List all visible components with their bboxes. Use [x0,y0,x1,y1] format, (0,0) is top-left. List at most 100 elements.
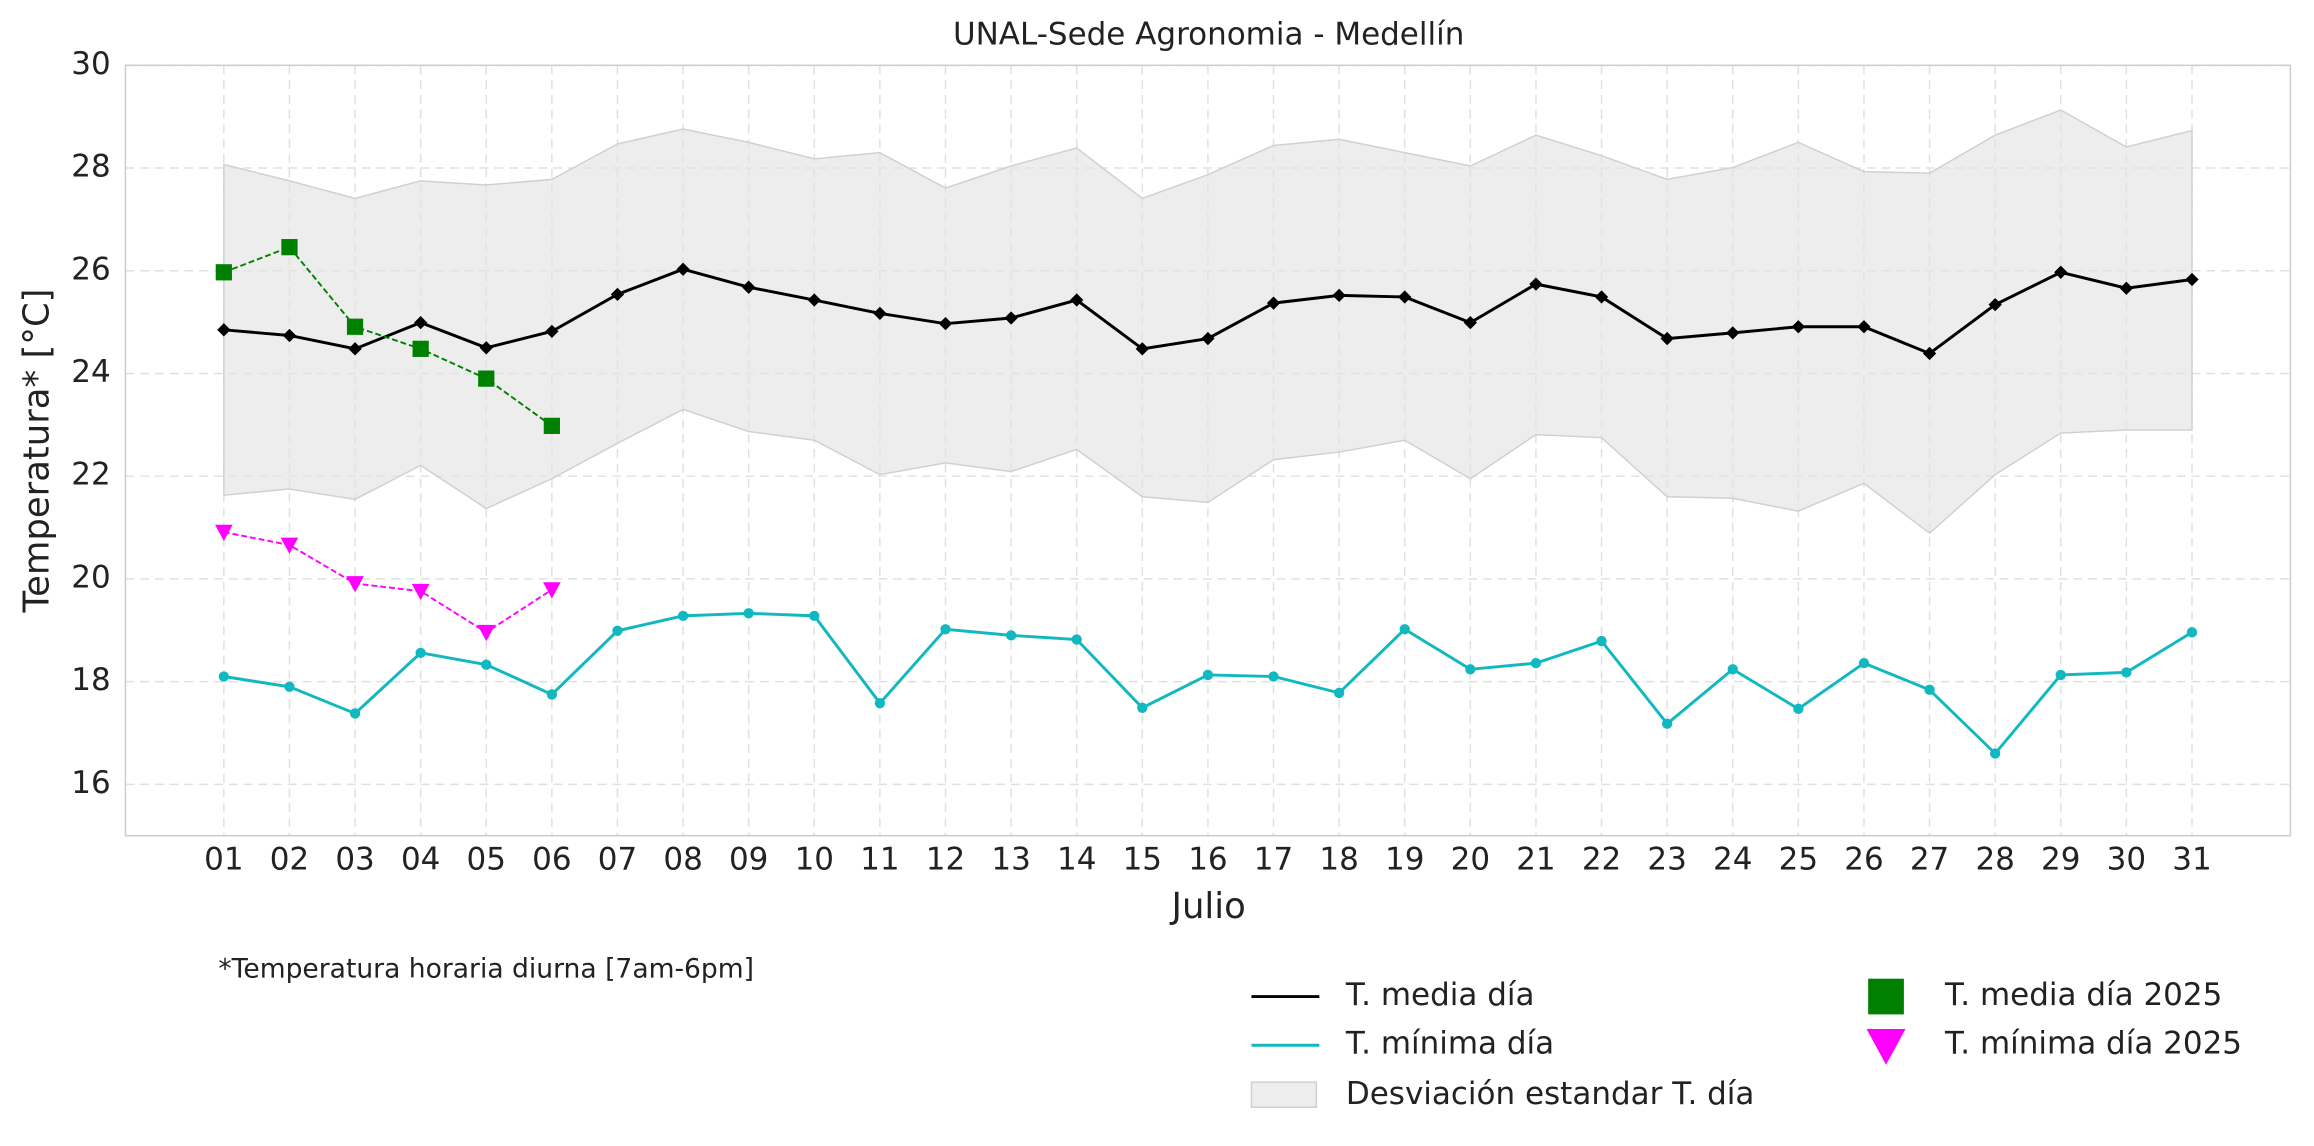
x-tick-label: 08 [663,841,702,877]
marker [2055,669,2066,681]
marker [415,647,426,659]
marker [282,328,297,343]
marker [1005,630,1017,641]
marker [481,659,492,670]
x-tick-label: 02 [270,841,309,877]
y-tick-label: 18 [71,662,110,698]
marker [479,341,493,355]
marker [284,681,295,692]
marker [1793,703,1804,715]
x-tick-label: 13 [991,841,1030,877]
x-axis-label: Julio [1170,886,1246,927]
legend-label: Desviación estandar T. día [1346,1076,1755,1112]
y-tick-label: 20 [71,559,110,595]
marker [1726,326,1740,340]
marker [2186,627,2198,638]
marker [545,324,559,339]
x-tick-label: 05 [467,841,506,877]
marker [1858,657,1870,669]
std-band [223,109,2193,535]
marker [1857,320,1871,334]
marker [1727,664,1738,675]
legend-swatch [1250,1081,1318,1108]
marker [1924,684,1935,695]
x-tick-label: 26 [1844,841,1883,877]
marker [546,689,558,700]
x-tick-label: 21 [1516,841,1555,877]
marker [2054,265,2068,279]
marker [346,576,364,593]
marker [1333,687,1345,699]
legend-label: T. mínima día 2025 [1944,1026,2242,1062]
marker [874,698,886,709]
marker [1202,669,1214,681]
marker [218,671,230,682]
x-tick-label: 17 [1254,841,1293,877]
x-tick-label: 04 [401,841,440,877]
x-tick-label: 10 [795,841,834,877]
marker [281,239,298,256]
plot-frame [124,64,2292,837]
marker [2119,281,2134,295]
marker [1266,296,1281,310]
marker [477,624,496,642]
marker [743,608,754,619]
marker [215,264,232,281]
marker [1399,624,1410,635]
x-tick-label: 23 [1647,841,1686,877]
y-tick-label: 24 [71,354,110,390]
x-tick-label: 29 [2041,841,2080,877]
marker [214,524,233,542]
marker [809,610,820,622]
x-tick-label: 24 [1713,841,1752,877]
marker [1661,718,1673,729]
x-tick-label: 07 [598,841,637,877]
marker [217,323,231,337]
footnote: *Temperatura horaria diurna [7am-6pm] [218,953,754,984]
x-tick-label: 27 [1910,841,1949,877]
x-tick-label: 22 [1582,841,1621,877]
x-tick-label: 18 [1319,841,1358,877]
marker [612,625,623,636]
marker [1990,748,2001,759]
legend-swatch [1868,978,1904,1015]
x-tick-label: 12 [926,841,965,877]
x-tick-label: 30 [2107,841,2146,877]
legend-label: T. mínima día [1345,1026,1554,1062]
marker [1596,635,1607,647]
marker [676,262,690,276]
marker [543,582,561,599]
marker [1530,657,1542,669]
marker [940,624,951,635]
marker [346,318,364,335]
x-tick-label: 14 [1057,841,1096,877]
marker [411,583,430,601]
x-tick-label: 20 [1451,841,1490,877]
x-tick-label: 11 [860,841,899,877]
x-tick-label: 28 [1975,841,2014,877]
x-tick-label: 06 [532,841,571,877]
x-tick-label: 19 [1385,841,1424,877]
series-line [223,531,553,634]
y-tick-label: 28 [71,149,110,185]
legend-label: T. media día 2025 [1944,977,2222,1013]
marker [677,610,689,622]
legend-swatch [1866,1029,1906,1065]
marker [349,708,361,719]
y-tick-label: 22 [71,457,110,493]
y-axis-label: Temperatura* [°C] [16,289,57,614]
series-line [223,245,553,427]
x-tick-label: 15 [1123,841,1162,877]
x-tick-label: 16 [1188,841,1227,877]
x-tick-label: 09 [729,841,768,877]
marker [1071,634,1082,645]
y-tick-label: 30 [71,46,110,82]
marker [1465,664,1476,675]
y-tick-label: 26 [71,251,110,287]
y-tick-label: 16 [71,765,110,801]
marker [1137,702,1148,713]
marker [478,370,495,387]
x-tick-label: 01 [204,841,243,877]
marker [280,537,299,554]
